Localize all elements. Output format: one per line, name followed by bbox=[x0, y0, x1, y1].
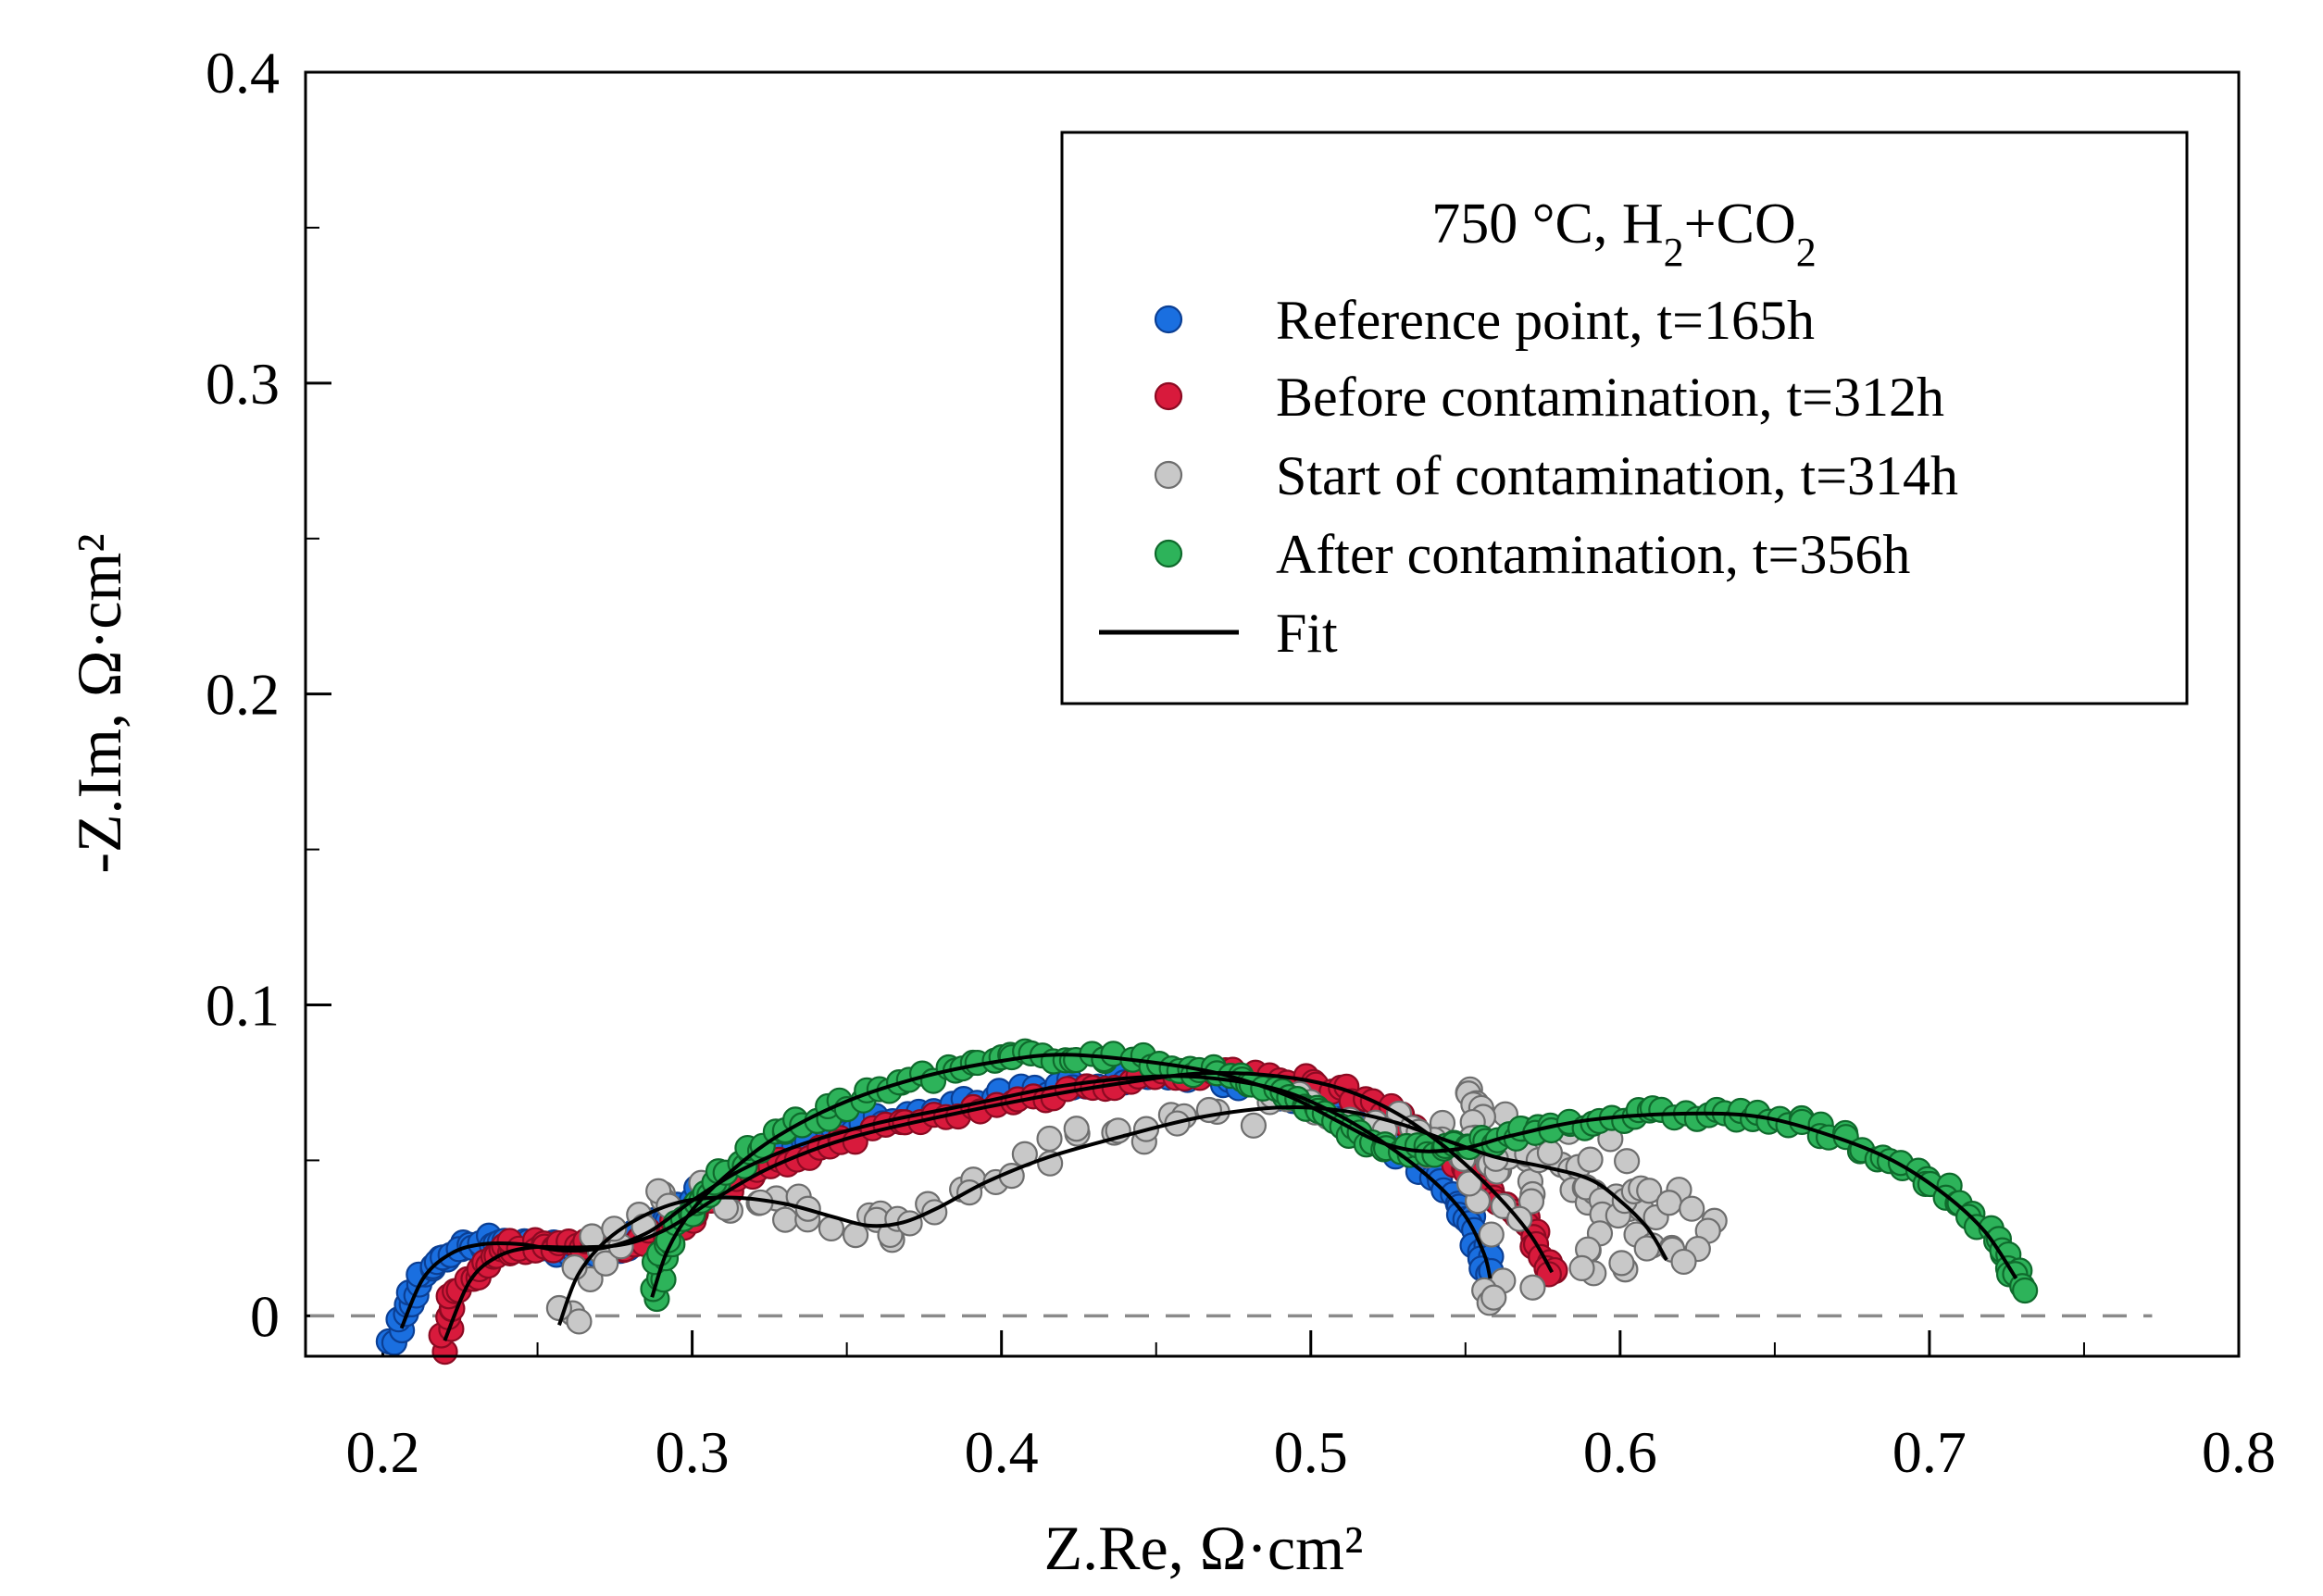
legend-marker bbox=[1154, 460, 1183, 490]
x-tick-label: 0.8 bbox=[2202, 1419, 2276, 1485]
legend-entries: Reference point, t=165h Before contaminat… bbox=[1099, 290, 1958, 664]
data-point bbox=[1478, 1221, 1505, 1248]
y-tick-label: 0.1 bbox=[206, 973, 280, 1039]
y-tick-label: 0.3 bbox=[206, 351, 280, 417]
y-axis-title: -Z.Im, Ω·cm² bbox=[64, 533, 134, 873]
data-point bbox=[1577, 1146, 1604, 1173]
data-point bbox=[566, 1308, 593, 1335]
x-axis-title: Z.Re, Ω·cm² bbox=[1044, 1513, 1364, 1583]
x-tick-label: 0.5 bbox=[1274, 1419, 1348, 1485]
data-point bbox=[1608, 1250, 1635, 1277]
legend-marker bbox=[1154, 305, 1183, 334]
data-point bbox=[593, 1250, 619, 1277]
tick-labels: 0.2 0.3 0.4 0.5 0.6 0.7 0.8 0 0.1 0.2 0.3 0.4 bbox=[206, 40, 2276, 1485]
legend-label: Before contamination, t=312h bbox=[1276, 367, 1944, 428]
legend-label: Start of contamination, t=314h bbox=[1276, 445, 1958, 506]
x-tick-label: 0.4 bbox=[965, 1419, 1039, 1485]
legend-title-sub1: 2 bbox=[1664, 230, 1684, 275]
data-point bbox=[1670, 1248, 1697, 1276]
fit-line-3 bbox=[557, 1104, 1668, 1327]
data-point bbox=[1679, 1195, 1705, 1222]
fit-line-4 bbox=[650, 1053, 2018, 1298]
legend-title-prefix: 750 °C, H bbox=[1431, 193, 1663, 256]
x-tick-label: 0.2 bbox=[346, 1419, 420, 1485]
y-tick-label: 0 bbox=[250, 1283, 280, 1349]
legend-title: 750 °C, H2+CO2 bbox=[1431, 193, 1817, 275]
plot-frame bbox=[304, 70, 2241, 1358]
data-point bbox=[1636, 1178, 1663, 1204]
data-point bbox=[1655, 1190, 1682, 1216]
data-point bbox=[1063, 1116, 1090, 1142]
legend-label: Fit bbox=[1276, 603, 1338, 664]
legend-label: After contamination, t=356h bbox=[1276, 524, 1910, 585]
legend-title-sub2: 2 bbox=[1796, 230, 1817, 275]
data-point bbox=[1240, 1112, 1268, 1139]
data-point bbox=[1036, 1125, 1063, 1153]
x-tick-label: 0.7 bbox=[1892, 1419, 1967, 1485]
data-point bbox=[1568, 1254, 1595, 1282]
legend-marker bbox=[1154, 539, 1183, 568]
data-point bbox=[772, 1206, 799, 1233]
legend-marker bbox=[1154, 381, 1183, 411]
legend-label: Reference point, t=165h bbox=[1276, 290, 1815, 351]
data-point bbox=[1455, 1170, 1483, 1197]
fit-lines bbox=[399, 1053, 2018, 1341]
y-tick-label: 0.4 bbox=[206, 40, 280, 106]
y-tick-label: 0.2 bbox=[206, 662, 280, 728]
legend: 750 °C, H2+CO2 Reference point, t=165hBe… bbox=[1060, 131, 2189, 705]
data-point bbox=[1519, 1274, 1546, 1301]
data-point bbox=[1480, 1284, 1507, 1311]
x-tick-label: 0.3 bbox=[656, 1419, 730, 1485]
legend-box bbox=[1060, 131, 2189, 705]
data-point bbox=[2012, 1277, 2039, 1304]
x-tick-label: 0.6 bbox=[1583, 1419, 1657, 1485]
legend-title-mid: +CO bbox=[1684, 193, 1796, 256]
data-point bbox=[601, 1216, 628, 1242]
data-point bbox=[1614, 1148, 1641, 1175]
fit-line-1 bbox=[399, 1074, 1492, 1329]
